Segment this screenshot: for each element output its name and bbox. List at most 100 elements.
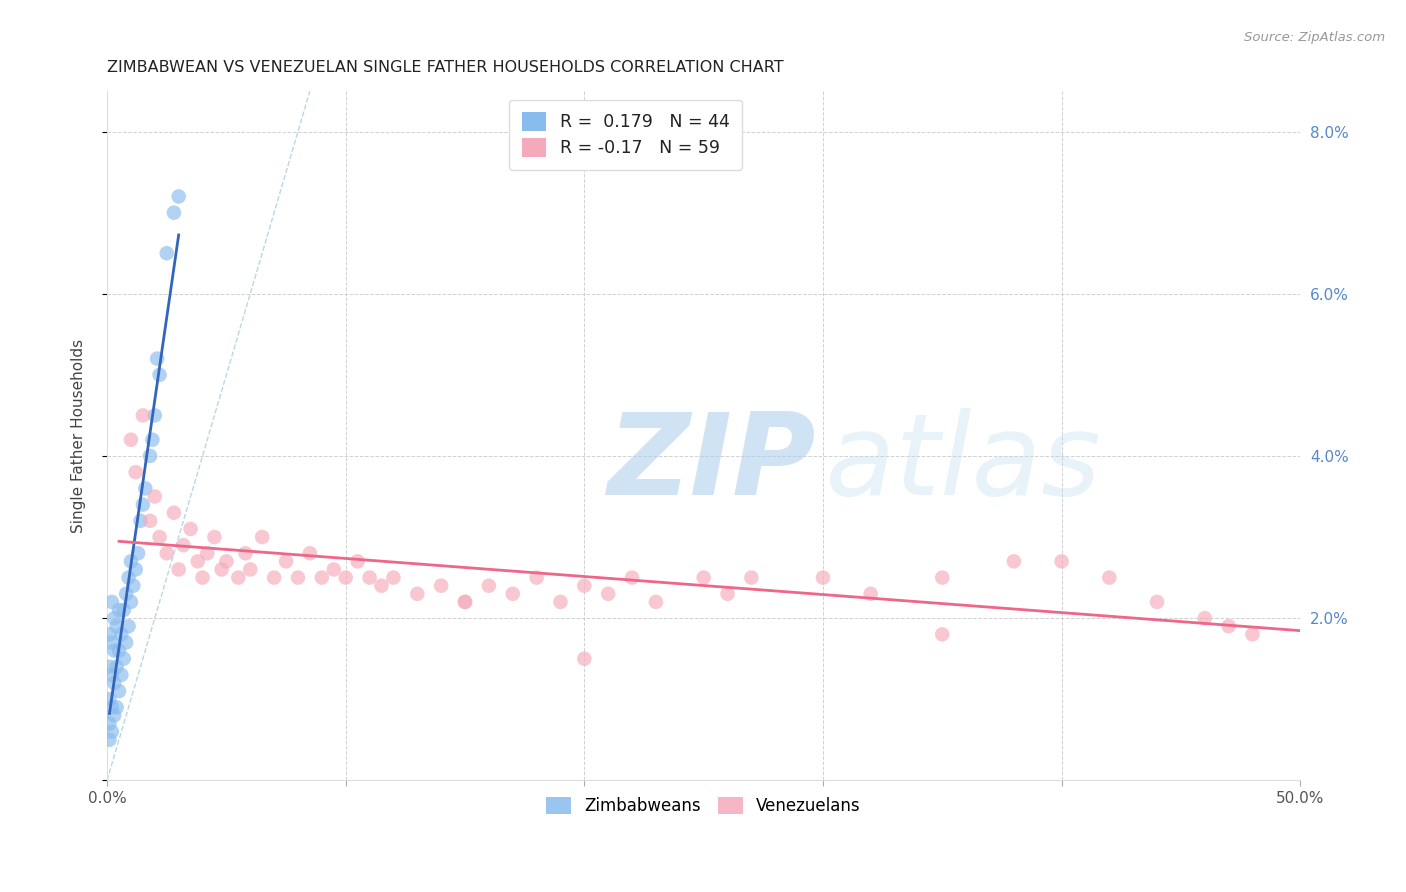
Point bbox=[132, 409, 155, 423]
Point bbox=[101, 724, 124, 739]
Point bbox=[287, 571, 309, 585]
Point bbox=[103, 611, 125, 625]
Point bbox=[98, 692, 121, 706]
Point bbox=[574, 651, 596, 665]
Point bbox=[163, 506, 186, 520]
Point bbox=[98, 660, 121, 674]
Text: ZIMBABWEAN VS VENEZUELAN SINGLE FATHER HOUSEHOLDS CORRELATION CHART: ZIMBABWEAN VS VENEZUELAN SINGLE FATHER H… bbox=[107, 60, 783, 75]
Point bbox=[112, 603, 135, 617]
Point bbox=[430, 579, 453, 593]
Point bbox=[298, 546, 321, 560]
Point bbox=[103, 643, 125, 657]
Point bbox=[112, 651, 135, 665]
Point bbox=[172, 538, 194, 552]
Point bbox=[478, 579, 501, 593]
Point bbox=[129, 514, 152, 528]
Point bbox=[115, 587, 138, 601]
Point bbox=[1002, 554, 1025, 568]
Text: Source: ZipAtlas.com: Source: ZipAtlas.com bbox=[1244, 31, 1385, 45]
Point bbox=[125, 562, 148, 576]
Point bbox=[335, 571, 357, 585]
Point bbox=[141, 433, 163, 447]
Point bbox=[167, 562, 190, 576]
Point bbox=[406, 587, 429, 601]
Point bbox=[204, 530, 226, 544]
Point bbox=[108, 643, 131, 657]
Point bbox=[120, 554, 142, 568]
Point bbox=[359, 571, 381, 585]
Point bbox=[716, 587, 738, 601]
Point bbox=[211, 562, 233, 576]
Point bbox=[1098, 571, 1121, 585]
Point bbox=[454, 595, 477, 609]
Point bbox=[105, 660, 128, 674]
Point bbox=[101, 595, 124, 609]
Point bbox=[108, 684, 131, 698]
Point bbox=[859, 587, 882, 601]
Point bbox=[1241, 627, 1264, 641]
Point bbox=[98, 732, 121, 747]
Point bbox=[115, 635, 138, 649]
Point bbox=[382, 571, 405, 585]
Point bbox=[502, 587, 524, 601]
Point bbox=[101, 668, 124, 682]
Point bbox=[139, 514, 162, 528]
Point bbox=[645, 595, 668, 609]
Point bbox=[120, 433, 142, 447]
Point bbox=[156, 246, 179, 260]
Point bbox=[134, 482, 156, 496]
Point bbox=[263, 571, 285, 585]
Point bbox=[143, 409, 166, 423]
Point bbox=[187, 554, 209, 568]
Text: atlas: atlas bbox=[609, 408, 1101, 519]
Point bbox=[370, 579, 392, 593]
Point bbox=[101, 635, 124, 649]
Point bbox=[1218, 619, 1240, 633]
Point bbox=[931, 627, 953, 641]
Point bbox=[526, 571, 548, 585]
Point bbox=[110, 627, 132, 641]
Point bbox=[239, 562, 262, 576]
Point bbox=[108, 603, 131, 617]
Point bbox=[574, 579, 596, 593]
Point bbox=[250, 530, 273, 544]
Point bbox=[103, 676, 125, 690]
Point bbox=[811, 571, 834, 585]
Text: ZIP: ZIP bbox=[609, 408, 817, 519]
Point bbox=[117, 619, 139, 633]
Point bbox=[122, 579, 145, 593]
Point bbox=[215, 554, 238, 568]
Point bbox=[180, 522, 202, 536]
Point bbox=[139, 449, 162, 463]
Point bbox=[110, 668, 132, 682]
Point bbox=[103, 708, 125, 723]
Point bbox=[156, 546, 179, 560]
Point bbox=[274, 554, 297, 568]
Point bbox=[105, 700, 128, 714]
Point bbox=[740, 571, 762, 585]
Point bbox=[550, 595, 572, 609]
Point bbox=[148, 530, 170, 544]
Point bbox=[132, 498, 155, 512]
Point bbox=[101, 700, 124, 714]
Point bbox=[1194, 611, 1216, 625]
Point bbox=[120, 595, 142, 609]
Point bbox=[1050, 554, 1073, 568]
Y-axis label: Single Father Households: Single Father Households bbox=[72, 339, 86, 533]
Legend: Zimbabweans, Venezuelans: Zimbabweans, Venezuelans bbox=[538, 789, 869, 823]
Point bbox=[143, 490, 166, 504]
Point bbox=[311, 571, 333, 585]
Point bbox=[235, 546, 257, 560]
Point bbox=[1146, 595, 1168, 609]
Point bbox=[117, 571, 139, 585]
Point bbox=[228, 571, 250, 585]
Point bbox=[125, 465, 148, 479]
Point bbox=[146, 351, 169, 366]
Point bbox=[195, 546, 218, 560]
Point bbox=[127, 546, 149, 560]
Point bbox=[454, 595, 477, 609]
Point bbox=[598, 587, 620, 601]
Point bbox=[167, 189, 190, 203]
Point bbox=[105, 619, 128, 633]
Point bbox=[346, 554, 368, 568]
